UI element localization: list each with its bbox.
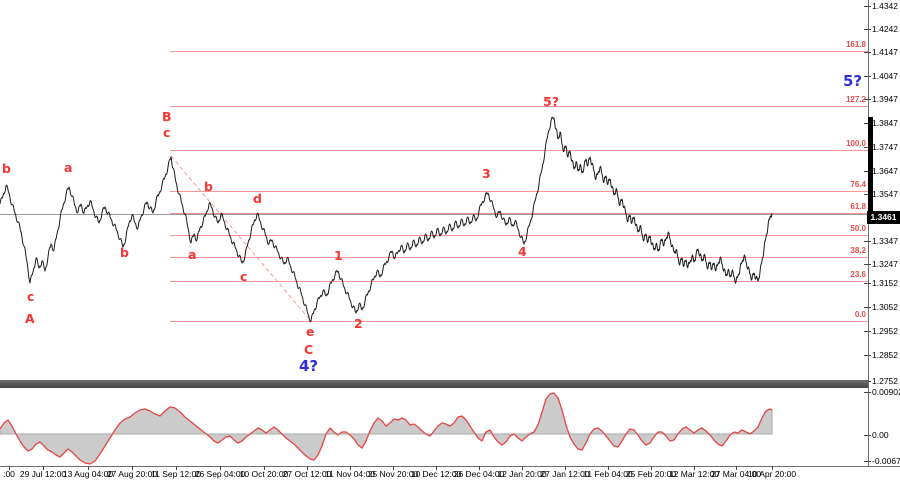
wave-label-blue: 4?: [299, 357, 319, 375]
wave-label-red: a: [64, 160, 73, 175]
wave-label-red: 3: [482, 166, 491, 181]
fib-label: 50.0: [850, 224, 866, 233]
price-axis-label: 1.3247: [872, 259, 898, 269]
fib-label: 127.2: [845, 95, 866, 104]
time-axis-label: 26 Sep 04:00: [194, 469, 246, 479]
wave-label-red: A: [25, 311, 35, 326]
price-axis-label: 1.4147: [872, 47, 898, 57]
wave-label-red: 1: [334, 248, 343, 263]
time-axis-label: 27 Jan 12:00: [540, 469, 590, 479]
price-axis[interactable]: [868, 0, 900, 466]
fib-label: 76.4: [850, 180, 866, 189]
price-axis-label: 1.4342: [872, 1, 898, 11]
price-axis-label: 1.3747: [872, 142, 898, 152]
time-axis-label: 27 Aug 20:00: [106, 469, 158, 479]
fib-label: 38.2: [850, 246, 866, 255]
fib-label: 61.8: [850, 202, 866, 211]
price-axis-label: 1.2852: [872, 350, 898, 360]
current-price-tag: 1.3461: [867, 211, 900, 224]
wave-label-red: C: [304, 342, 314, 357]
fib-retracement: [170, 50, 868, 323]
time-axis-label: 11 Feb 04:00: [583, 469, 633, 479]
indicator-axis-label: 0.00902: [872, 387, 900, 397]
price-axis-label: 1.3647: [872, 166, 898, 176]
wave-label-red: c: [27, 289, 35, 304]
price-series-path: [0, 116, 773, 323]
axis-range-marker: [868, 117, 873, 224]
time-axis-label: 27 Oct 12:00: [282, 469, 332, 479]
time-axis-label: 12 Jan 20:00: [497, 469, 547, 479]
current-price-value: 1.3461: [870, 212, 897, 222]
fib-label: 100.0: [845, 139, 866, 148]
wave-label-red: B: [162, 109, 172, 124]
wave-label-red: c: [240, 269, 248, 284]
price-axis-label: 1.3947: [872, 94, 898, 104]
indicator-axis-label: 0.00: [872, 430, 889, 440]
time-axis-label: 25 Nov 20:00: [367, 469, 419, 479]
price-axis-label: 1.2952: [872, 326, 898, 336]
wave-label-red: b: [204, 179, 213, 194]
fib-label: 23.6: [850, 270, 866, 279]
oscillator-line: [0, 392, 773, 465]
indicator-axis-label: -0.00679: [872, 456, 900, 466]
time-axis-label: 11 Sep 12:00: [151, 469, 201, 479]
time-axis-label: :00: [3, 469, 15, 479]
wave-label-red: b: [2, 161, 11, 176]
wave-label-red: 2: [354, 316, 363, 331]
price-axis-label: 1.3547: [872, 189, 898, 199]
wave-label-red: d: [253, 191, 262, 206]
trendline-dashed: [170, 155, 312, 322]
price-axis-label: 1.2752: [872, 376, 898, 386]
time-axis-label: 27 Mar 04:00: [710, 469, 762, 479]
time-axis-label: 26 Dec 04:00: [453, 469, 505, 479]
time-axis-label: 29 Jul 12:00: [19, 469, 67, 479]
panel-divider[interactable]: [0, 380, 868, 388]
price-axis-label: 1.3052: [872, 302, 898, 312]
time-axis-label: 10 Dec 12:00: [410, 469, 462, 479]
time-axis-label: 10 Oct 20:00: [239, 469, 289, 479]
price-axis-label: 1.4242: [872, 24, 898, 34]
time-axis-label: 12 Mar 12:00: [668, 469, 720, 479]
wave-label-blue: 5?: [843, 72, 863, 90]
fib-label: 161.8: [845, 40, 866, 49]
price-axis-label: 1.4047: [872, 71, 898, 81]
wave-label-red: c: [163, 125, 171, 140]
price-axis-label: 1.3847: [872, 118, 898, 128]
price-axis-label: 1.3347: [872, 236, 898, 246]
wave-label-red: 5?: [543, 94, 559, 109]
time-axis[interactable]: [0, 466, 900, 485]
time-axis-label: 25 Feb 20:00: [625, 469, 677, 479]
price-axis-label: 1.3152: [872, 278, 898, 288]
wave-label-red: 4: [518, 244, 527, 259]
time-axis-label: 10 Apr 20:00: [747, 469, 797, 479]
wave-label-red: b: [120, 245, 129, 260]
time-axis-label: 11 Nov 04:00: [325, 469, 375, 479]
fib-label: 0.0: [854, 310, 866, 319]
wave-label-red: a: [188, 247, 197, 262]
time-axis-label: 13 Aug 04:00: [62, 469, 114, 479]
wave-label-red: e: [306, 324, 315, 339]
